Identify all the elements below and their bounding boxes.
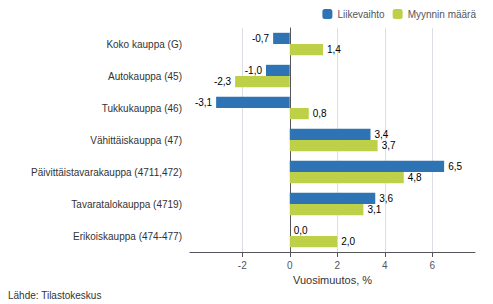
svg-text:-2: -2 <box>238 260 247 271</box>
svg-text:3,4: 3,4 <box>375 129 389 140</box>
svg-text:1,4: 1,4 <box>327 44 341 55</box>
svg-text:-1,0: -1,0 <box>245 65 263 76</box>
svg-text:Lähde: Tilastokeskus: Lähde: Tilastokeskus <box>8 290 101 301</box>
svg-text:Tavaratalokauppa (4719): Tavaratalokauppa (4719) <box>71 199 182 210</box>
svg-text:-3,1: -3,1 <box>195 97 213 108</box>
svg-text:6: 6 <box>429 260 435 271</box>
svg-text:Myynnin määrä: Myynnin määrä <box>408 9 477 20</box>
svg-text:3,1: 3,1 <box>367 204 381 215</box>
svg-text:Koko kauppa (G): Koko kauppa (G) <box>106 39 182 50</box>
svg-text:Autokauppa (45): Autokauppa (45) <box>108 71 182 82</box>
svg-text:Tukkukauppa (46): Tukkukauppa (46) <box>102 103 182 114</box>
svg-text:3,6: 3,6 <box>379 193 393 204</box>
svg-text:2,0: 2,0 <box>341 236 355 247</box>
svg-text:4,8: 4,8 <box>408 172 422 183</box>
svg-text:4: 4 <box>382 260 388 271</box>
svg-text:0,0: 0,0 <box>294 225 308 236</box>
svg-text:2: 2 <box>334 260 340 271</box>
svg-text:Vähittäiskauppa (47): Vähittäiskauppa (47) <box>90 135 182 146</box>
svg-text:Päivittäistavarakauppa (4711,4: Päivittäistavarakauppa (4711,472) <box>31 167 182 178</box>
svg-text:-2,3: -2,3 <box>214 76 232 87</box>
svg-text:Erikoiskauppa (474-477): Erikoiskauppa (474-477) <box>73 231 182 242</box>
svg-text:6,5: 6,5 <box>448 161 462 172</box>
svg-text:Liikevaihto: Liikevaihto <box>337 9 385 20</box>
svg-text:Vuosimuutos, %: Vuosimuutos, % <box>293 274 372 286</box>
svg-text:-0,7: -0,7 <box>252 33 270 44</box>
svg-text:3,7: 3,7 <box>382 140 396 151</box>
svg-text:0: 0 <box>287 260 293 271</box>
svg-text:0,8: 0,8 <box>313 108 327 119</box>
